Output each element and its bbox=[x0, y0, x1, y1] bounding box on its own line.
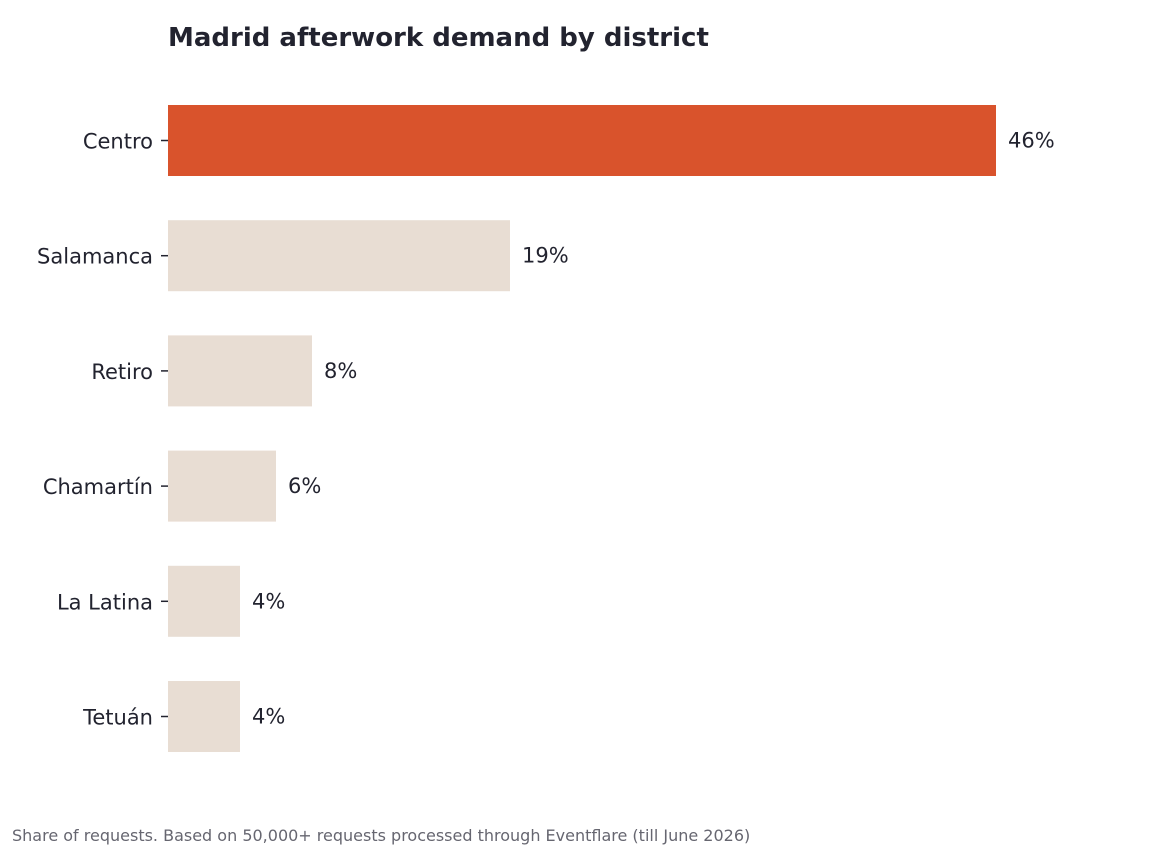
category-label: Salamanca bbox=[37, 245, 153, 269]
value-label: 4% bbox=[252, 705, 285, 729]
category-label: Centro bbox=[83, 130, 153, 154]
bar-retiro bbox=[168, 335, 312, 407]
bar-tetu-n bbox=[168, 681, 240, 752]
value-label: 46% bbox=[1008, 129, 1055, 153]
category-label: Chamartín bbox=[43, 475, 153, 499]
chart-title: Madrid afterwork demand by district bbox=[168, 23, 709, 53]
value-label: 19% bbox=[522, 244, 569, 268]
value-label: 6% bbox=[288, 474, 321, 498]
bars-group: Centro 46% Salamanca 19% Retiro 8% Chamartín 6%… bbox=[37, 105, 1055, 752]
bar-chamart-n bbox=[168, 450, 276, 522]
value-label: 8% bbox=[324, 359, 357, 383]
category-label: La Latina bbox=[57, 590, 153, 614]
bar-centro bbox=[168, 105, 996, 176]
category-label: Tetuán bbox=[82, 706, 153, 730]
bar-la-latina bbox=[168, 565, 240, 637]
chart-footnote: Share of requests. Based on 50,000+ requ… bbox=[12, 826, 750, 845]
value-label: 4% bbox=[252, 589, 285, 613]
category-label: Retiro bbox=[91, 360, 153, 384]
bar-salamanca bbox=[168, 220, 510, 292]
